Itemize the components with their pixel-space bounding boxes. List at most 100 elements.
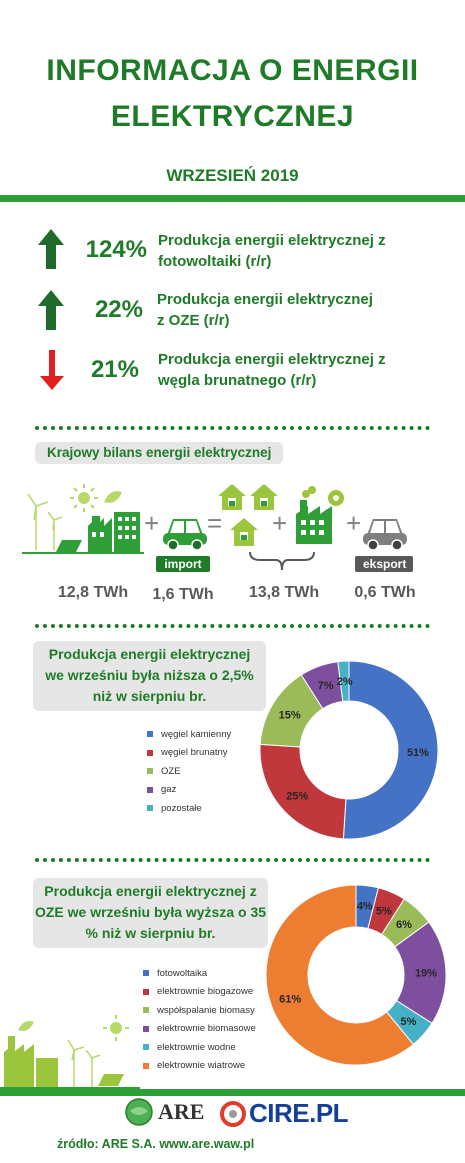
stat-value-pv: 124%: [85, 236, 147, 263]
stat-text-lignite: Produkcja energii elektrycznej z węgla b…: [158, 349, 386, 391]
donut-data-label-2: 5%: [376, 906, 392, 918]
production-note: Produkcja energii elektrycznej we wrześn…: [33, 641, 266, 711]
cire-target-icon: [220, 1100, 246, 1127]
divider-bar-top: [0, 195, 465, 202]
legend-label: węgiel kamienny: [161, 728, 232, 740]
production-donut-chart: 51% 25% 15% 7% 2%: [259, 660, 439, 840]
legend-swatch: [143, 1062, 149, 1069]
legend-item: gaz: [147, 781, 231, 800]
plus-operator-2: +: [272, 508, 288, 538]
donut-data-label-5: 5%: [401, 1016, 417, 1028]
value-import: 1,6 TWh: [152, 586, 214, 603]
page-title: INFORMACJA O ENERGII ELEKTRYCZNEJ: [0, 48, 465, 140]
legend-label: OZE: [161, 765, 181, 777]
stat-text-lignite-line2: węgla brunatnego (r/r): [158, 372, 317, 389]
donut-data-label-3: 15%: [279, 710, 301, 722]
legend-item: węgiel kamienny: [147, 725, 231, 744]
oze-note-line2: OZE we wrześniu była wyższa o 35: [34, 904, 267, 920]
plus-operator-1: +: [144, 508, 160, 538]
donut-slice-5: [337, 660, 350, 702]
legend-item: pozostałe: [147, 799, 231, 818]
divider-bar-bottom: [0, 1089, 465, 1096]
balance-heading: Krajowy bilans energii elektrycznej: [35, 442, 283, 464]
donut-data-label-1: 4%: [357, 900, 373, 912]
production-note-line2: we wrześniu była niższa o 2,5%: [45, 667, 254, 683]
cire-logo: CIRE.PL: [220, 1098, 349, 1129]
value-consumption: 13,8 TWh: [248, 584, 320, 601]
production-note-line3: niż w sierpniu br.: [92, 688, 207, 704]
legend-item: fotowoltaika: [143, 964, 256, 983]
car-import-icon: [161, 513, 209, 556]
arrow-down-icon: [40, 350, 64, 395]
oze-note-line1: Produkcja energii elektrycznej z: [44, 883, 257, 899]
oze-donut-chart: 4% 5%6%19%5%61%: [265, 884, 447, 1066]
export-badge: eksport: [355, 556, 413, 572]
legend-swatch: [147, 768, 153, 775]
legend-swatch: [143, 970, 149, 977]
houses-icon: [218, 482, 282, 555]
legend-item: współspalanie biomasy: [143, 1001, 256, 1020]
donut-data-label-3: 6%: [396, 919, 412, 931]
legend-item: elektrownie wiatrowe: [143, 1057, 256, 1076]
stat-text-oze: Produkcja energii elektrycznej z OZE (r/…: [157, 289, 373, 331]
are-logo: ARE: [124, 1097, 204, 1127]
legend-swatch: [147, 749, 153, 756]
oze-note: Produkcja energii elektrycznej z OZE we …: [33, 878, 268, 948]
legend-item: węgiel brunatny: [147, 744, 231, 763]
equals-operator: =: [207, 508, 223, 538]
arrow-up-icon: [38, 229, 64, 274]
legend-item: elektrownie biomasowe: [143, 1020, 256, 1039]
value-export: 0,6 TWh: [354, 584, 416, 601]
legend-label: elektrownie biomasowe: [157, 1023, 256, 1035]
import-badge: import: [156, 556, 210, 572]
chart2-legend: fotowoltaika elektrownie biogazowe współ…: [143, 964, 256, 1075]
are-logo-text: ARE: [158, 1099, 205, 1124]
legend-label: elektrownie biogazowe: [157, 986, 254, 998]
legend-item: elektrownie wodne: [143, 1038, 256, 1057]
legend-label: pozostałe: [161, 802, 202, 814]
production-note-line1: Produkcja energii elektrycznej: [48, 646, 251, 662]
power-plant-icon: [22, 482, 144, 561]
dotted-divider-1: [35, 426, 430, 430]
oze-note-line3: % niż w sierpniu br.: [85, 925, 216, 941]
donut-slice-6: [265, 884, 415, 1066]
legend-label: współspalanie biomasy: [157, 1004, 255, 1016]
donut-data-label-1: 51%: [407, 747, 429, 759]
dotted-divider-2: [35, 624, 430, 628]
legend-item: elektrownie biogazowe: [143, 983, 256, 1002]
legend-item: OZE: [147, 762, 231, 781]
stat-text-pv-line2: fotowoltaiki (r/r): [158, 253, 272, 270]
subtitle-date: WRZESIEŃ 2019: [166, 166, 299, 185]
cire-logo-text: CIRE.PL: [249, 1098, 349, 1128]
legend-swatch: [143, 1044, 149, 1051]
legend-label: elektrownie wiatrowe: [157, 1060, 246, 1072]
stat-value-lignite: 21%: [90, 356, 139, 383]
stat-value-oze: 22%: [94, 296, 143, 323]
legend-label: węgiel brunatny: [161, 747, 228, 759]
legend-swatch: [143, 1007, 149, 1014]
legend-swatch: [147, 805, 153, 812]
legend-label: fotowoltaika: [157, 967, 208, 979]
legend-swatch: [143, 988, 149, 995]
stat-text-pv-line1: Produkcja energii elektrycznej z: [158, 232, 386, 249]
factory-icon: [292, 484, 346, 551]
donut-data-label-2: 25%: [286, 790, 308, 802]
stat-text-oze-line2: z OZE (r/r): [157, 312, 230, 329]
value-production: 12,8 TWh: [57, 584, 129, 601]
stat-text-lignite-line1: Produkcja energii elektrycznej z: [158, 351, 386, 368]
legend-label: gaz: [161, 784, 177, 796]
legend-swatch: [147, 786, 153, 793]
brace-icon: [248, 550, 316, 577]
arrow-up-icon: [38, 290, 64, 335]
donut-data-label-4: 19%: [415, 968, 437, 980]
town-illustration-icon: [0, 1010, 140, 1095]
donut-data-label-4: 7%: [318, 680, 334, 692]
legend-swatch: [147, 731, 153, 738]
plus-operator-3: +: [346, 508, 362, 538]
title-line-1: INFORMACJA O ENERGII: [46, 54, 419, 87]
stat-text-pv: Produkcja energii elektrycznej z fotowol…: [158, 230, 386, 272]
chart1-legend: węgiel kamienny węgiel brunatny OZE gaz …: [147, 725, 231, 818]
title-line-2: ELEKTRYCZNEJ: [110, 100, 355, 133]
donut-data-label-5: 2%: [337, 676, 353, 688]
source-note: źródło: ARE S.A. www.are.waw.pl: [57, 1137, 255, 1151]
